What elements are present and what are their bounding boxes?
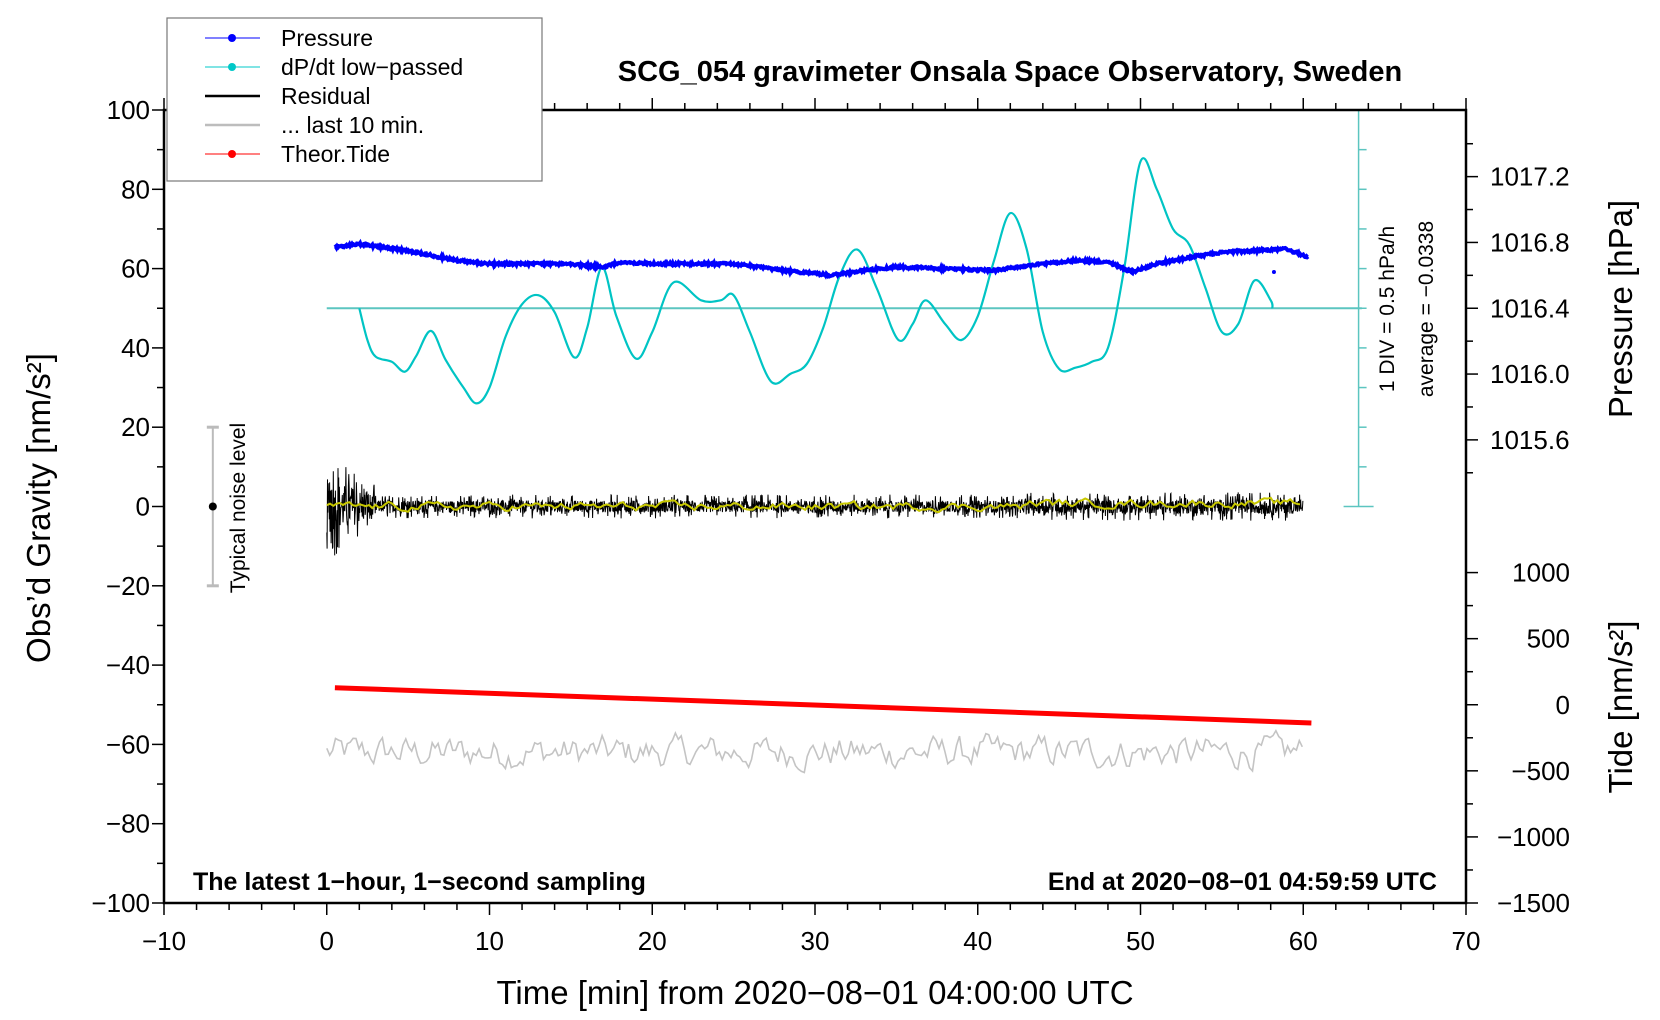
axes: −10 0 10 20 30 40 50 60 70100806040200−20−40−60−… [91, 95, 1570, 956]
y-tick-label-left: −80 [106, 809, 150, 839]
legend-swatch-marker [228, 150, 236, 158]
x-tick-label: 30 [801, 926, 830, 956]
y-tick-label-pressure: 1016.4 [1490, 293, 1570, 323]
x-tick-label: 60 [1289, 926, 1318, 956]
plot-area [206, 109, 1374, 774]
x-tick-label: 50 [1126, 926, 1155, 956]
legend: Pressure dP/dt low−passed Residual ... last… [166, 17, 543, 182]
legend-label: ... last 10 min. [281, 112, 424, 138]
residual-smoothed-line [326, 496, 1301, 514]
legend-entry: ... last 10 min. [205, 112, 424, 138]
x-tick-label: 0 [320, 926, 334, 956]
y-tick-label-pressure: 1017.2 [1490, 162, 1570, 192]
x-tick-label: 10 [475, 926, 504, 956]
y-tick-label-left: 100 [107, 95, 150, 125]
y-tick-label-left: 0 [136, 492, 150, 522]
pressure-line [333, 238, 1310, 280]
x-tick-label: 70 [1452, 926, 1481, 956]
y-axis-title-tide: Tide [nm/s²] [1602, 621, 1639, 794]
legend-label: dP/dt low−passed [281, 54, 463, 80]
x-tick-label: 40 [963, 926, 992, 956]
y-tick-label-left: −60 [106, 729, 150, 759]
y-tick-label-pressure: 1015.6 [1490, 425, 1570, 455]
legend-entry: dP/dt low−passed [205, 54, 463, 80]
tide-line [334, 685, 1312, 726]
y-tick-label-pressure: 1016.8 [1490, 227, 1570, 257]
y-axis-title-left: Obs’d Gravity [nm/s²] [20, 353, 57, 663]
annotation-average: average = −0.0338 [1415, 221, 1438, 397]
pressure-outlier-point [1271, 270, 1276, 275]
y-tick-label-tide: −1000 [1497, 822, 1570, 852]
y-tick-label-tide: 0 [1556, 690, 1570, 720]
y-tick-label-left: −40 [106, 650, 150, 680]
y-axis-title-pressure: Pressure [hPa] [1602, 200, 1639, 418]
legend-label: Pressure [281, 25, 373, 51]
annotation-div-scale: 1 DIV = 0.5 hPa/h [1376, 226, 1399, 392]
y-tick-label-left: 80 [121, 174, 150, 204]
y-tick-label-left: 60 [121, 254, 150, 284]
legend-entry: Residual [205, 83, 371, 109]
x-axis-title: Time [min] from 2020−08−01 04:00:00 UTC [496, 974, 1133, 1011]
legend-swatch-marker [228, 63, 236, 71]
last-10-min-line [326, 729, 1304, 774]
x-tick-label: 20 [638, 926, 667, 956]
annotation-end-time: End at 2020−08−01 04:59:59 UTC [1048, 868, 1437, 896]
y-tick-label-left: 20 [121, 412, 150, 442]
y-tick-label-left: −20 [106, 571, 150, 601]
legend-label: Theor.Tide [281, 141, 390, 167]
y-tick-label-tide: −1500 [1497, 888, 1570, 918]
residual-line [326, 467, 1304, 556]
y-tick-label-tide: 1000 [1512, 558, 1570, 588]
legend-entry: Theor.Tide [205, 141, 390, 167]
y-tick-label-left: −100 [91, 888, 150, 918]
legend-label: Residual [281, 83, 371, 109]
chart-title: SCG_054 gravimeter Onsala Space Observat… [618, 56, 1402, 88]
y-tick-label-tide: −500 [1511, 756, 1570, 786]
y-tick-label-pressure: 1016.0 [1490, 359, 1570, 389]
y-tick-label-tide: 500 [1527, 624, 1570, 654]
x-tick-label: −10 [142, 926, 186, 956]
legend-entry: Pressure [205, 25, 373, 51]
legend-swatch-marker [228, 34, 236, 42]
annotation-sampling: The latest 1−hour, 1−second sampling [193, 868, 646, 896]
noise-bar-center [208, 502, 217, 511]
y-tick-label-left: 40 [121, 333, 150, 363]
annotation-noise-level: Typical noise level [227, 423, 250, 593]
dpdt-line [358, 157, 1274, 405]
